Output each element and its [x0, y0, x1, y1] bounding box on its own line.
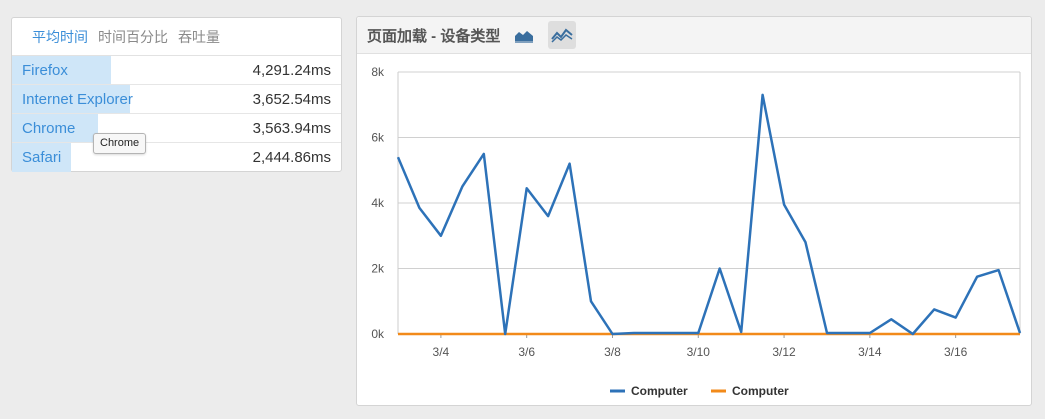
area-chart-icon: [515, 31, 534, 43]
panel-title: 页面加载 - 设备类型: [367, 27, 501, 45]
y-tick-label: 0k: [371, 327, 385, 341]
tab-time-percentage[interactable]: 时间百分比: [98, 28, 168, 45]
chart-area: 0k 2k 4k 6k 8k 3/4 3/6 3/8 3/10 3/12 3/14 3/16 Compu…: [357, 55, 1031, 410]
browser-value: 2,444.86ms: [252, 149, 331, 166]
browser-list: Firefox 4,291.24ms Internet Explorer 3,6…: [12, 56, 341, 172]
browser-name[interactable]: Safari: [22, 149, 62, 166]
y-tick-label: 6k: [371, 131, 385, 145]
line-chart[interactable]: 0k 2k 4k 6k 8k 3/4 3/6 3/8 3/10 3/12 3/14 3/16 Compu…: [357, 55, 1031, 405]
page-load-panel: 页面加载 - 设备类型 0k 2k 4k 6k 8k 3/4 3/6 3/8 3/10 3/12 3…: [356, 16, 1032, 406]
y-tick-label: 4k: [371, 196, 385, 210]
x-tick-label: 3/6: [518, 345, 535, 359]
series-line: [396, 93, 1022, 336]
y-tick-label: 2k: [371, 262, 385, 276]
x-tick-label: 3/10: [687, 345, 711, 359]
browser-name[interactable]: Chrome: [22, 120, 76, 137]
x-tick-label: 3/8: [604, 345, 621, 359]
x-tick-label: 3/16: [944, 345, 968, 359]
line-chart-button[interactable]: [548, 21, 577, 49]
browser-name[interactable]: Internet Explorer: [22, 91, 133, 108]
browser-value: 3,652.54ms: [252, 91, 331, 108]
tab-average-time[interactable]: 平均时间: [32, 28, 88, 45]
metric-tabs: 平均时间 时间百分比 吞吐量: [12, 18, 341, 56]
legend-label: Computer: [631, 384, 688, 398]
area-chart-button[interactable]: [510, 21, 538, 49]
browser-value: 4,291.24ms: [252, 62, 331, 79]
share-bar: [12, 143, 72, 172]
y-tick-label: 8k: [371, 65, 385, 79]
list-item-internet-explorer[interactable]: Internet Explorer 3,652.54ms: [12, 85, 341, 114]
list-item-chrome[interactable]: Chrome 3,563.94ms: [12, 114, 341, 143]
browser-value: 3,563.94ms: [252, 120, 331, 137]
panel-header: 页面加载 - 设备类型: [357, 17, 1031, 54]
x-tick-label: 3/14: [858, 345, 882, 359]
legend-label: Computer: [732, 384, 789, 398]
chrome-tooltip: Chrome: [93, 133, 147, 154]
list-item-firefox[interactable]: Firefox 4,291.24ms: [12, 56, 341, 85]
line-chart-icon: [551, 28, 573, 43]
browser-name[interactable]: Firefox: [22, 62, 68, 79]
x-tick-label: 3/12: [772, 345, 796, 359]
tab-throughput[interactable]: 吞吐量: [178, 28, 220, 45]
share-bar: [12, 56, 111, 84]
share-bar: [12, 114, 98, 142]
share-bar: [12, 85, 131, 113]
browser-summary-panel: 平均时间 时间百分比 吞吐量 Firefox 4,291.24ms Intern…: [11, 17, 342, 172]
list-item-safari[interactable]: Safari 2,444.86ms: [12, 143, 341, 172]
x-tick-label: 3/4: [433, 345, 450, 359]
